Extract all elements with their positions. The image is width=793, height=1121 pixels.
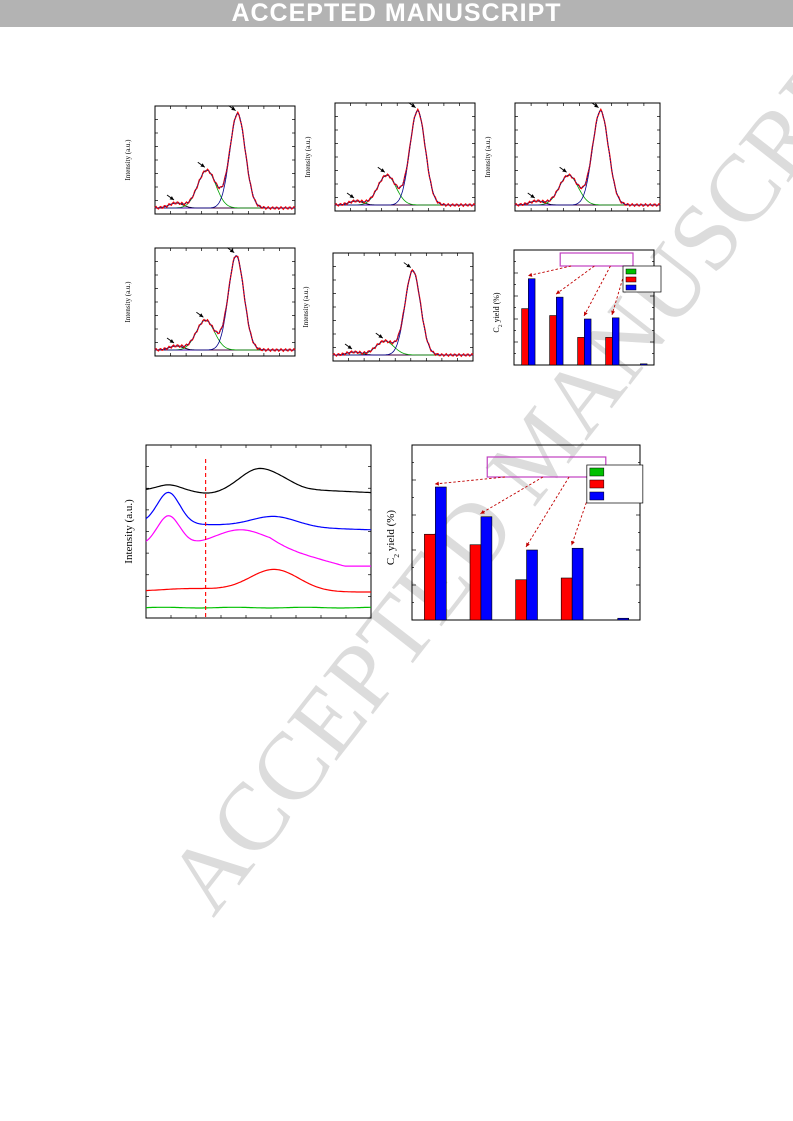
xps-panel-5: Intensity (a.u.) — [302, 252, 474, 362]
arrow-head — [594, 103, 599, 108]
legend-swatch — [589, 491, 605, 501]
pointer-dashed-arrow — [611, 265, 627, 315]
bar-red — [605, 337, 613, 366]
pointer-dashed-arrow — [434, 476, 506, 485]
legend-swatch — [589, 479, 605, 489]
fitted-envelope-line — [514, 110, 660, 206]
arrow-head — [480, 509, 485, 514]
xps-panel-1: Intensity (a.u.) — [124, 105, 296, 215]
bar-blue — [526, 549, 538, 621]
bar-blue — [480, 516, 493, 621]
arrow-head — [169, 339, 174, 344]
arrow-head — [198, 313, 204, 318]
bar-red — [424, 533, 436, 621]
arrow-head — [380, 168, 385, 173]
plot-frame — [514, 102, 661, 212]
tpd-profile-line — [145, 491, 372, 531]
y-axis-label: Intensity (a.u.) — [304, 136, 312, 178]
yield-bar-chart-small: C2 yield (%) — [492, 249, 662, 366]
plot-frame — [332, 252, 474, 362]
y-axis-label: Intensity (a.u.) — [124, 139, 132, 181]
legend-swatch — [625, 276, 637, 283]
legend-swatch — [625, 284, 637, 291]
bar-blue — [528, 278, 536, 366]
c2-yield-axis-label: C2 yield (%) — [492, 292, 504, 332]
arrow-head — [562, 168, 567, 173]
measured-spectrum-line — [332, 268, 474, 358]
pointer-dashed-arrow — [480, 476, 544, 515]
measured-spectrum-line — [334, 107, 476, 208]
bar-blue — [584, 318, 592, 366]
fit-component-line — [155, 113, 295, 209]
arrow-head — [530, 194, 535, 199]
tpd-profile-line — [146, 606, 371, 609]
xps-panel-2: Intensity (a.u.) — [304, 102, 476, 212]
bar-red — [560, 577, 573, 621]
bar-blue — [617, 617, 629, 621]
arrow-head — [571, 540, 575, 546]
pointer-dashed-arrow — [571, 476, 596, 546]
tpd-profile-line — [145, 467, 372, 494]
bar-red — [515, 579, 527, 621]
xps-panel-4: Intensity (a.u.) — [124, 247, 296, 357]
bar-red — [469, 544, 482, 621]
fit-component-line — [155, 255, 295, 351]
bar-blue — [435, 486, 447, 621]
y-axis-label: Intensity (a.u.) — [484, 136, 492, 178]
y-axis-label: Intensity (a.u.) — [123, 499, 135, 564]
arrow-head — [347, 345, 352, 350]
plot-frame — [154, 247, 296, 357]
arrow-head — [229, 248, 235, 253]
y-axis-label: Intensity (a.u.) — [124, 281, 132, 323]
measured-spectrum-line — [514, 107, 661, 208]
accepted-manuscript-banner: ACCEPTED MANUSCRIPT — [0, 0, 793, 27]
fitted-envelope-line — [154, 255, 295, 351]
fitted-envelope-line — [333, 270, 473, 356]
arrow-head — [406, 263, 411, 268]
legend-swatch — [589, 467, 605, 477]
fit-component-line — [335, 110, 475, 206]
bar-red — [549, 315, 557, 366]
measured-spectrum-line — [154, 255, 296, 353]
plot-frame — [154, 105, 296, 215]
arrow-head — [434, 481, 439, 486]
tpd-profile-line — [145, 568, 371, 593]
pointer-dashed-arrow — [583, 265, 611, 317]
arrow-head — [200, 163, 205, 168]
bar-blue — [640, 363, 648, 366]
bar-red — [577, 337, 585, 366]
bar-blue — [556, 296, 564, 366]
arrow-head — [349, 194, 354, 199]
legend-swatch — [625, 268, 637, 275]
arrow-head — [611, 310, 616, 315]
pointer-dashed-arrow — [527, 265, 572, 277]
plot-frame — [145, 444, 372, 619]
arrow-head — [411, 103, 416, 108]
arrow-head — [526, 542, 530, 547]
arrow-head — [584, 311, 588, 316]
tpd-panel: Intensity (a.u.) — [123, 444, 372, 619]
bar-blue — [612, 317, 620, 366]
plot-frame — [334, 102, 476, 212]
arrow-head — [231, 106, 236, 111]
arrow-head — [169, 196, 174, 201]
yield-bar-chart-large: C2 yield (%) — [385, 444, 644, 621]
bar-red — [521, 308, 529, 366]
arrow-head — [528, 272, 533, 277]
pointer-dashed-arrow — [555, 265, 595, 295]
c2-yield-axis-label: C2 yield (%) — [385, 510, 401, 566]
tpd-profile-line — [145, 515, 371, 567]
pointer-dashed-arrow — [525, 476, 570, 548]
arrow-head — [556, 290, 561, 295]
fitted-envelope-line — [334, 110, 475, 206]
annotation-box — [559, 252, 634, 267]
measured-spectrum-line — [154, 110, 296, 211]
y-axis-label: Intensity (a.u.) — [302, 286, 310, 328]
fit-component-line — [515, 110, 660, 206]
xps-panel-3: Intensity (a.u.) — [484, 102, 661, 212]
fitted-envelope-line — [154, 113, 295, 209]
arrow-head — [378, 334, 383, 339]
bar-blue — [571, 547, 584, 621]
